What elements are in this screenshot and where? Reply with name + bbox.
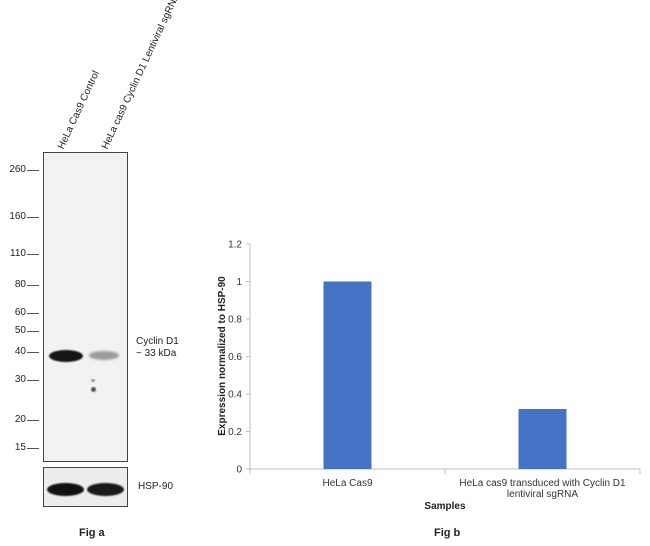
x-tick-label-line: HeLa cas9 transduced with Cyclin D1: [459, 478, 626, 489]
marker-tick-40: [27, 352, 39, 354]
cyclin-d1-label: Cyclin D1 ~ 33 kDa: [136, 336, 179, 360]
marker-tick-110: [27, 253, 39, 255]
y-tick-label: 0.6: [228, 352, 242, 363]
hsp90-label: HSP-90: [138, 481, 174, 492]
y-axis-title: Expression normalized to HSP-90: [217, 276, 228, 436]
x-tick-label-line: lentiviral sgRNA: [507, 489, 578, 500]
marker-tick-60: [27, 312, 39, 314]
fig-a-caption: Fig a: [79, 527, 105, 539]
fig-b-caption: Fig b: [434, 527, 461, 539]
marker-label-50: 50: [14, 324, 26, 336]
x-tick-label: HeLa Cas9: [322, 478, 372, 489]
x-tick-label: HeLa cas9 transduced with Cyclin D1 lenti…: [459, 478, 626, 500]
y-tick-label: 0.2: [228, 427, 242, 438]
cyclin-d1-size: ~ 33 kDa: [136, 348, 177, 359]
cyclin-d1-name: Cyclin D1: [136, 336, 179, 347]
y-tick-label: 1: [236, 277, 242, 288]
marker-tick-260: [27, 170, 39, 171]
marker-tick-50: [27, 330, 39, 332]
marker-label-160: 160: [9, 211, 26, 223]
y-tick-label: 1.2: [228, 240, 242, 251]
marker-label-20: 20: [14, 413, 26, 425]
hsp90-band-control: [47, 483, 84, 496]
marker-tick-160: [27, 217, 39, 219]
marker-tick-30: [27, 380, 39, 382]
marker-label-60: 60: [14, 306, 26, 318]
cyclin-d1-band-sgrna: [89, 351, 119, 360]
cyclin-d1-band-control: [49, 350, 83, 362]
marker-label-260: 260: [9, 164, 26, 175]
marker-label-110: 110: [10, 247, 26, 259]
bar-2: [518, 409, 567, 469]
marker-tick-20: [27, 419, 39, 421]
marker-tick-15: [27, 448, 39, 449]
nonspecific-spot-2: [91, 387, 96, 392]
main-blot: [43, 152, 128, 462]
x-axis-title: Samples: [424, 501, 466, 512]
hsp90-band-sgrna: [87, 483, 124, 496]
marker-tick-80: [27, 284, 39, 286]
bar-1: [323, 281, 372, 469]
y-tick-label: 0: [236, 465, 242, 476]
marker-label-15: 15: [14, 442, 26, 453]
marker-label-40: 40: [14, 346, 26, 358]
loading-control-blot: [43, 467, 128, 507]
marker-label-30: 30: [14, 374, 26, 386]
y-tick-label: 0.4: [228, 390, 242, 401]
marker-label-80: 80: [14, 278, 26, 290]
nonspecific-spot-1: [91, 379, 95, 382]
y-tick-label: 0.8: [228, 315, 242, 326]
x-tick-label-line: HeLa Cas9: [322, 478, 372, 489]
